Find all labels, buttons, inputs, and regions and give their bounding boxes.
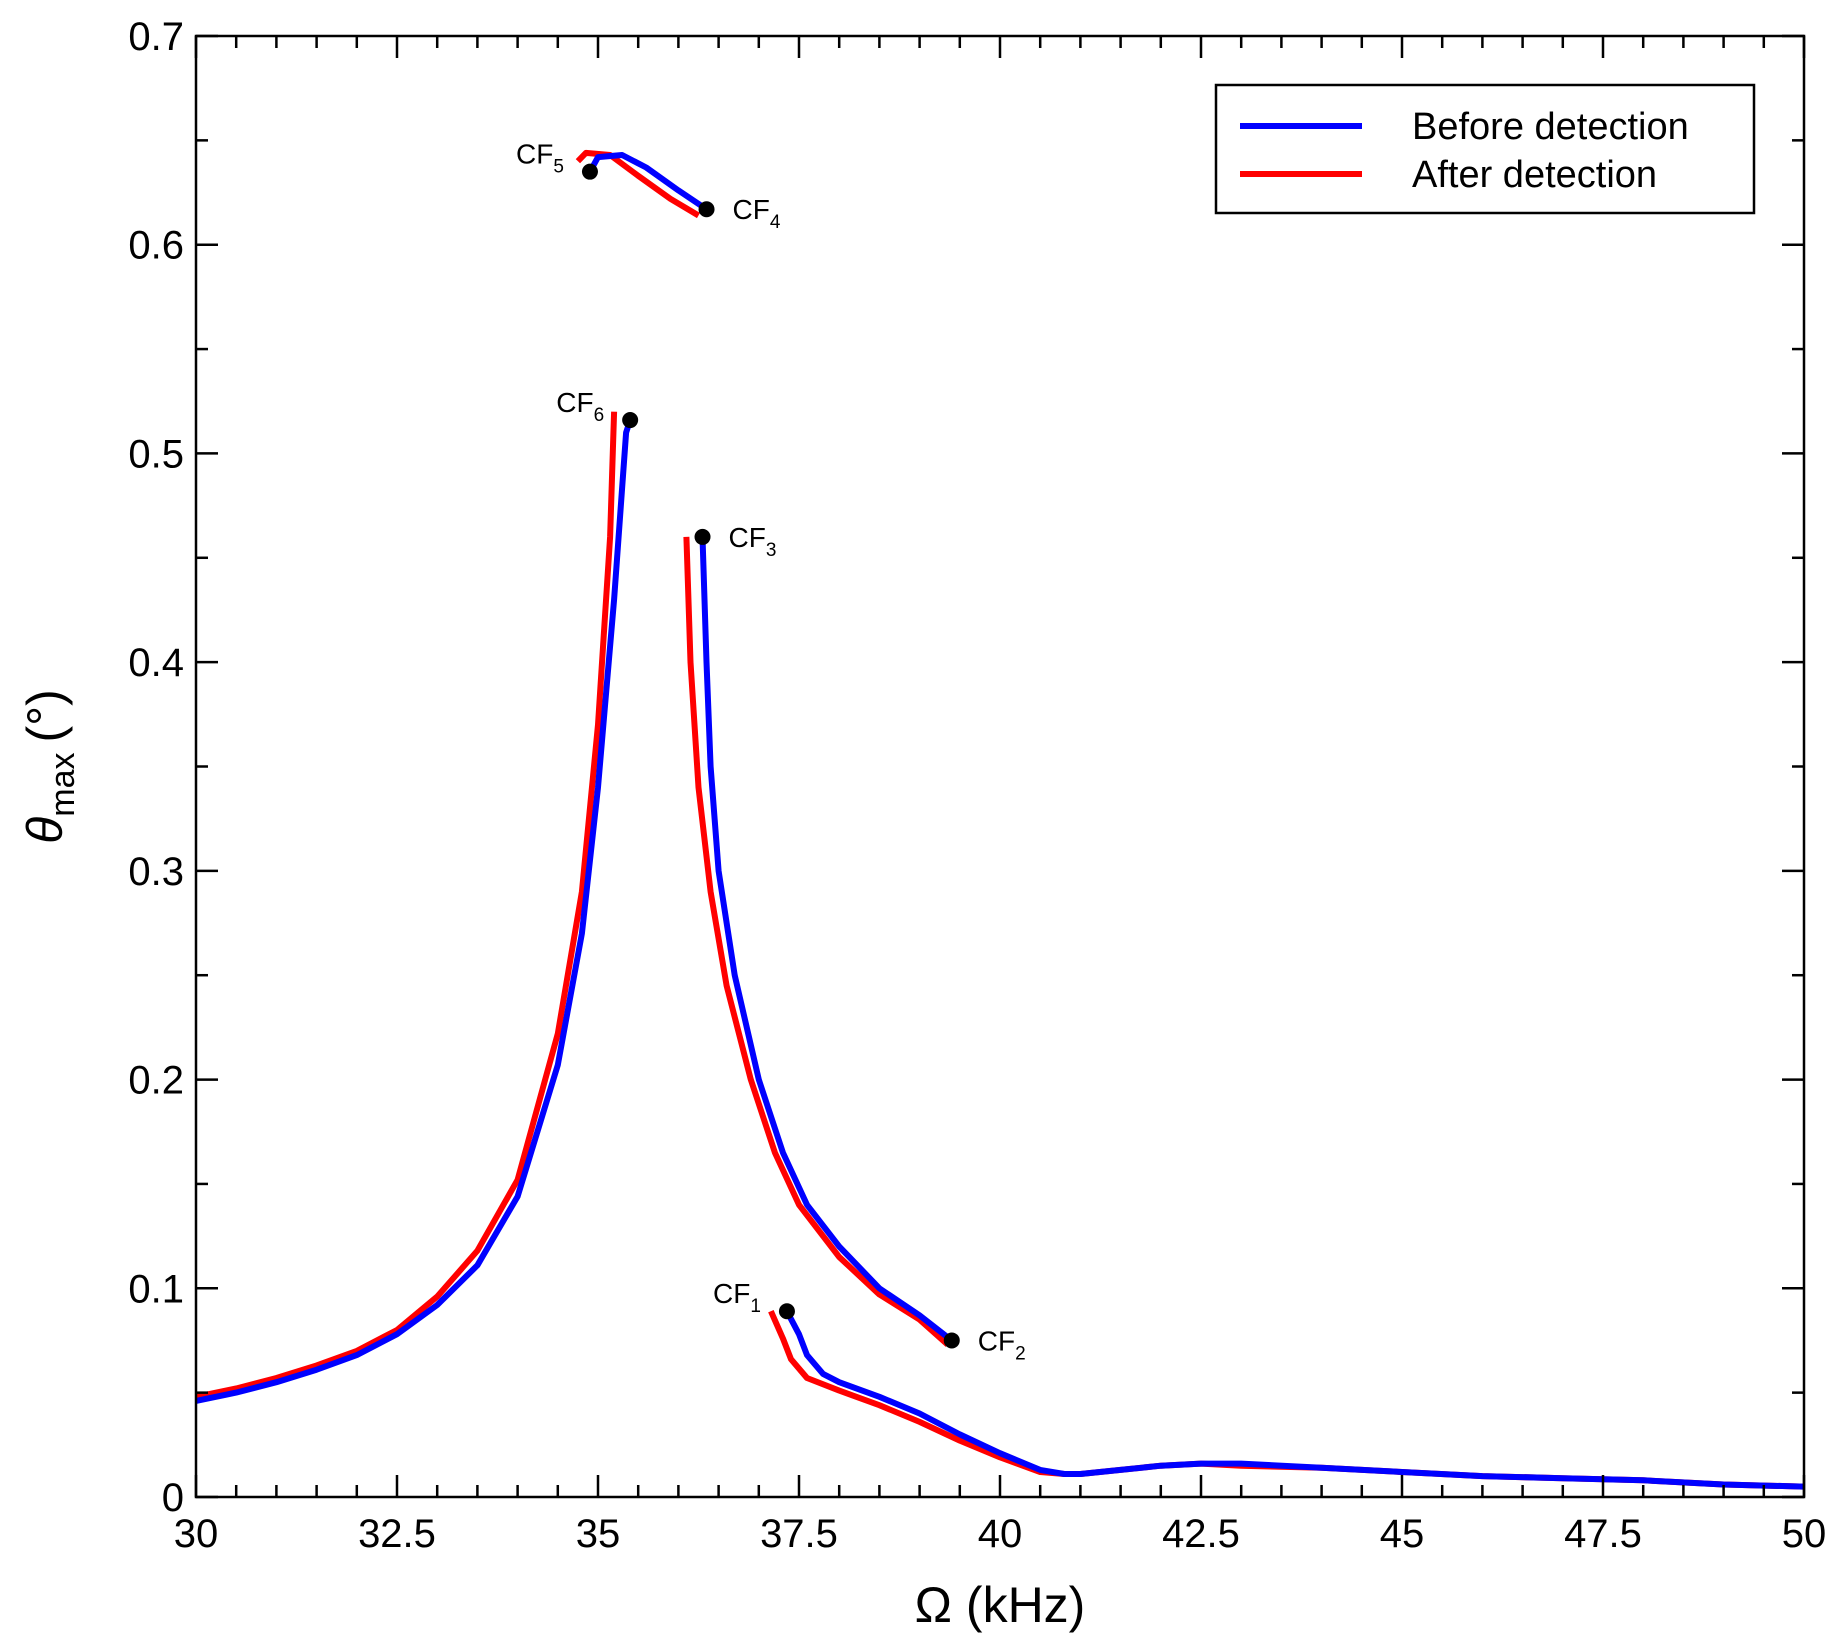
axis-ticks [194, 34, 1806, 1499]
x-axis-title: Ω (kHz) [915, 1577, 1086, 1633]
y-tick-label: 0.1 [128, 1267, 184, 1311]
legend-label-before: Before detection [1412, 106, 1689, 148]
cf6-label: CF6 [556, 387, 604, 426]
x-tick-label: 37.5 [760, 1512, 838, 1556]
legend: Before detection After detection [1214, 83, 1756, 215]
x-tick-label: 47.5 [1564, 1512, 1642, 1556]
cf1-label: CF1 [713, 1278, 761, 1317]
y-tick-label: 0 [162, 1476, 184, 1520]
y-axis-title-subscript: max [44, 752, 82, 816]
cf2-marker [943, 1332, 960, 1349]
before-detection-curve-4 [587, 152, 709, 212]
y-tick-label: 0.7 [128, 15, 184, 59]
after-detection-curve-4 [575, 149, 701, 219]
before-detection-curve-1 [196, 419, 634, 1404]
cf1-marker [778, 1303, 795, 1320]
y-tick-label: 0.5 [128, 432, 184, 476]
y-tick-label: 0.4 [128, 641, 184, 685]
cf2-label: CF2 [978, 1325, 1026, 1364]
cf3-marker [694, 528, 711, 545]
axis-tick-labels: 30 32.5 35 37.5 40 42.5 45 47.5 50 0 0.1 0.2 0.3 0.4 0… [128, 15, 1826, 1556]
y-tick-label: 0.2 [128, 1059, 184, 1103]
cf5-marker [581, 163, 598, 180]
cf6-marker [622, 412, 639, 429]
x-tick-label: 40 [978, 1512, 1023, 1556]
legend-box [1214, 83, 1756, 215]
y-axis-title: θmax (°) [17, 689, 82, 844]
y-axis-title-unit: (°) [17, 689, 73, 742]
after-detection-curve-2 [683, 536, 950, 1347]
cf5-label: CF5 [516, 139, 564, 178]
x-tick-label: 35 [576, 1512, 621, 1556]
x-tick-label: 50 [1782, 1512, 1827, 1556]
after-detection-curve-3 [768, 1309, 1804, 1490]
y-axis-title-symbol: θ [17, 817, 73, 844]
before-detection-curve-3 [784, 1309, 1804, 1490]
cf4-label: CF4 [733, 194, 781, 233]
series-curves [196, 149, 1804, 1490]
cf3-label: CF3 [729, 522, 777, 561]
x-tick-label: 32.5 [358, 1512, 436, 1556]
before-detection-curve-2 [699, 536, 954, 1343]
x-tick-label: 30 [174, 1512, 219, 1556]
legend-label-after: After detection [1412, 154, 1657, 196]
after-detection-curve-1 [196, 411, 618, 1400]
y-tick-label: 0.6 [128, 224, 184, 268]
y-tick-label: 0.3 [128, 850, 184, 894]
cf-markers: CF1 CF2 CF3 CF4 CF5 CF6 [516, 139, 1026, 1365]
x-tick-label: 45 [1380, 1512, 1425, 1556]
plot-frame [194, 34, 1806, 1499]
cf4-marker [698, 201, 715, 218]
x-tick-label: 42.5 [1162, 1512, 1240, 1556]
